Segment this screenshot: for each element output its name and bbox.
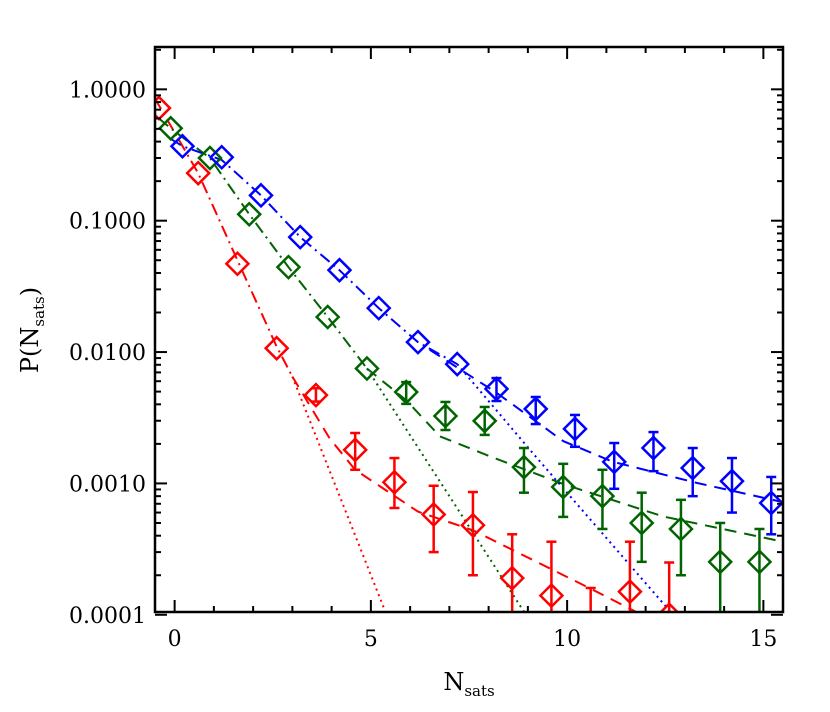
fit-curve-dotted [456,363,673,612]
data-point-diamond [303,382,329,408]
data-point-diamond [420,501,447,528]
data-point-diamond [522,396,549,422]
data-point-diamond [601,449,627,475]
x-axis-label: Nsats [443,668,494,700]
x-tick-label: 15 [749,627,777,652]
data-point-diamond [365,295,392,321]
y-tick-label: 1.0000 [69,78,146,103]
data-point-diamond [668,516,694,542]
data-point-diamond [460,512,486,539]
y-tick-label: 0.1000 [69,210,146,235]
data-point-diamond [471,408,498,434]
fit-curves [155,98,783,612]
y-axis-label: P(Nsats) [16,287,48,373]
data-point-diamond [381,469,408,496]
data-point-diamond [679,455,706,481]
data-point-diamond [224,250,251,277]
data-point-diamond [697,656,719,678]
data-point-diamond [263,335,290,361]
x-tick-label: 5 [364,627,378,652]
data-point-diamond [157,115,184,142]
data-point-diamond [589,483,616,509]
data-markers [155,95,783,678]
data-point-diamond [155,95,172,121]
data-point-diamond [617,578,643,605]
y-tick-label: 0.0010 [69,472,146,497]
data-point-diamond [719,468,745,494]
plot-frame [153,45,785,614]
data-point-diamond [758,490,783,516]
data-point-diamond [562,416,588,442]
data-point-diamond [444,351,470,377]
data-point-diamond [483,376,510,402]
data-point-diamond [236,201,262,227]
fit-curve-dashed [429,348,783,504]
data-point-diamond [275,254,302,280]
data-point-diamond [185,160,211,186]
data-point-diamond [550,474,576,500]
y-tick-label: 0.0100 [69,341,146,366]
data-point-diamond [640,435,667,461]
data-point-diamond [737,656,759,678]
fit-curve-dotted [366,367,526,612]
data-point-diamond [393,379,419,405]
y-tick-label: 0.0001 [69,604,146,629]
x-tick-label: 0 [168,627,182,652]
data-point-diamond [208,144,235,171]
data-point-diamond [538,582,565,609]
data-point-diamond [746,549,773,575]
fit-curve-dashdot [158,117,368,370]
data-point-diamond [499,565,525,591]
data-point-diamond [342,437,368,463]
x-tick-label: 10 [553,627,581,652]
fit-curve-dashed [291,376,639,612]
fit-curve-dashdot [170,137,458,365]
data-point-diamond [197,145,223,171]
data-point-diamond [326,257,353,283]
data-point-diamond [169,133,196,159]
data-point-diamond [432,403,459,429]
data-point-diamond [511,454,537,480]
data-point-diamond [707,549,733,575]
data-point-diamond [287,224,313,250]
tick-labels: 0 5 10 15 1.0000 0.1000 0.0100 0.0010 0.0001 [69,78,777,652]
data-point-diamond [580,617,602,639]
fit-curve-dashdot [155,98,294,378]
data-point-diamond [628,510,655,536]
data-point-diamond [314,304,341,330]
fit-curve-dotted [291,376,387,612]
data-point-diamond [248,182,274,209]
data-point-diamond [405,329,431,355]
data-point-diamond [354,355,380,382]
